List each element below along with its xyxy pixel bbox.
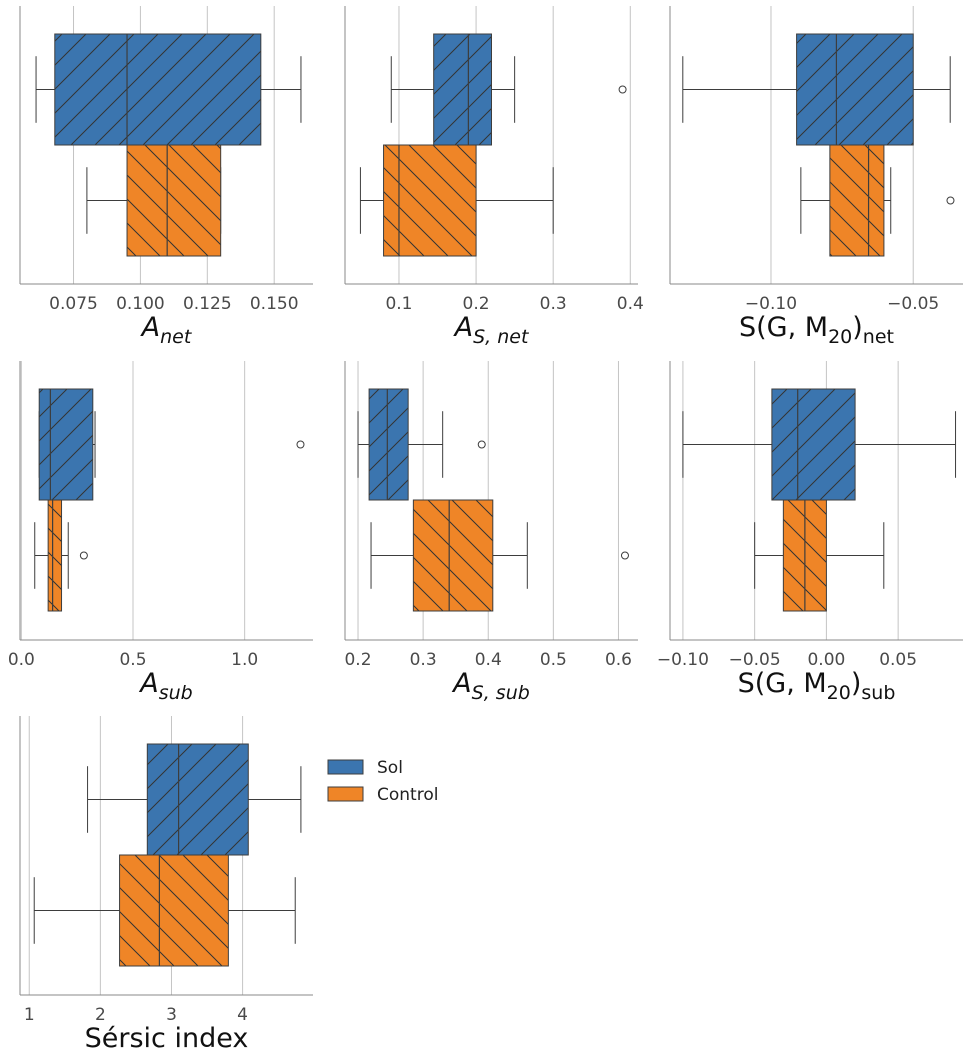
axis-label-main: A (138, 668, 158, 699)
outlier-point-1 (477, 440, 486, 449)
outlier-point-1 (618, 85, 627, 94)
box-hatch (796, 33, 914, 146)
series-control (370, 499, 629, 612)
tick-label-4: 0.5 (540, 650, 567, 670)
tick-label-1: −0.10 (657, 650, 709, 670)
outlier-point-1 (620, 551, 629, 560)
axis-label-subscript: 20 (828, 326, 852, 348)
box-hatch (54, 33, 262, 146)
x-axis-label: AS, sub (451, 668, 530, 704)
tick-label-4: 0.05 (879, 650, 917, 670)
series-sol (35, 33, 302, 146)
legend: Sol Control (327, 758, 438, 805)
box-hatch (38, 388, 94, 501)
axis-label-main: S(G, M (738, 668, 827, 699)
series-sol (682, 388, 957, 501)
box-hatch (126, 144, 222, 257)
box-hatch (146, 743, 249, 856)
outlier-point-1 (946, 196, 955, 205)
legend-label: Control (377, 785, 438, 805)
axis-label-subscript-2: net (863, 326, 894, 348)
tick-label-2: 2 (95, 1005, 106, 1025)
tick-label-2: 0.2 (463, 294, 490, 314)
tick-label-4: 0.4 (617, 294, 644, 314)
x-axis-label: S(G, M20)net (739, 312, 894, 348)
x-axis-label: AS, net (453, 312, 530, 348)
box-hatch (119, 854, 229, 967)
tick-label-2: 0.5 (119, 650, 146, 670)
axis-label-subscript: S, sub (472, 682, 530, 704)
x-axis-label: Anet (140, 312, 193, 348)
axis-label-main: Sérsic index (85, 1023, 249, 1054)
axis-label-after: ) (851, 668, 862, 699)
panel-3: −0.10 −0.05S(G, M20)net (669, 6, 963, 348)
box-hatch (383, 144, 477, 257)
tick-label-3: 0.3 (540, 294, 567, 314)
series-sol (357, 388, 486, 501)
axis-label-subscript: 20 (827, 682, 851, 704)
panel-6: −0.10 −0.05 0.00 0.05S(G, M20)sub (657, 361, 963, 704)
tick-label-1: 0.075 (49, 294, 98, 314)
tick-label-1: 0.1 (385, 294, 412, 314)
tick-label-1: 1 (24, 1005, 35, 1025)
panel-5: 0.2 0.3 0.4 0.5 0.6 AS, sub (344, 361, 638, 704)
x-axis-label: Asub (138, 668, 193, 704)
legend-item-sol: Sol (327, 758, 403, 778)
series-control (800, 144, 955, 257)
tick-label-2: 0.3 (410, 650, 437, 670)
x-axis-label: Sérsic index (85, 1023, 249, 1054)
series-sol (682, 33, 951, 146)
tick-label-4: 0.150 (250, 294, 299, 314)
axis-label-main: S(G, M (739, 312, 828, 343)
tick-label-2: −0.05 (729, 650, 781, 670)
tick-label-3: 0.4 (475, 650, 502, 670)
box-hatch (829, 144, 885, 257)
axis-label-subscript: sub (159, 682, 193, 704)
x-axis-label: S(G, M20)sub (738, 668, 896, 704)
axis-label-subscript-2: sub (861, 682, 895, 704)
axis-label-subscript: net (160, 326, 193, 348)
box-hatch (412, 499, 494, 612)
series-control (86, 144, 222, 257)
tick-label-1: 0.2 (344, 650, 371, 670)
panel-2: 0.1 0.2 0.3 0.4 AS, net (344, 6, 644, 348)
series-control (754, 499, 885, 612)
tick-label-3: 3 (166, 1005, 177, 1025)
series-control (359, 144, 554, 257)
tick-label-1: −0.10 (745, 294, 797, 314)
series-control (34, 499, 88, 612)
panel-1: 0.075 0.100 0.125 0.150 Anet (19, 6, 313, 348)
tick-label-3: 1.0 (231, 650, 258, 670)
series-sol (87, 743, 302, 856)
tick-label-4: 4 (237, 1005, 248, 1025)
legend-swatch (327, 759, 364, 775)
axis-label-main: A (451, 668, 471, 699)
tick-label-3: 0.00 (807, 650, 845, 670)
tick-label-3: 0.125 (183, 294, 232, 314)
box-hatch (368, 388, 409, 501)
legend-label: Sol (377, 758, 403, 778)
axis-label-main: A (140, 312, 160, 343)
tick-label-5: 0.6 (605, 650, 632, 670)
legend-item-control: Control (327, 785, 438, 805)
axis-label-main: A (453, 312, 473, 343)
outlier-point-1 (79, 551, 88, 560)
outlier-point-1 (296, 440, 305, 449)
tick-label-2: 0.100 (116, 294, 165, 314)
box-hatch (771, 388, 856, 501)
box-hatch (47, 499, 63, 612)
tick-label-2: −0.05 (887, 294, 939, 314)
series-sol (38, 388, 305, 501)
panel-4: 0.0 0.5 1.0 Asub (8, 361, 313, 704)
series-sol (390, 33, 627, 146)
series-control (33, 854, 296, 967)
axis-label-after: ) (852, 312, 863, 343)
legend-swatch (327, 786, 364, 802)
box-hatch (433, 33, 492, 146)
axis-label-subscript: S, net (473, 326, 530, 348)
tick-label-1: 0.0 (8, 650, 35, 670)
